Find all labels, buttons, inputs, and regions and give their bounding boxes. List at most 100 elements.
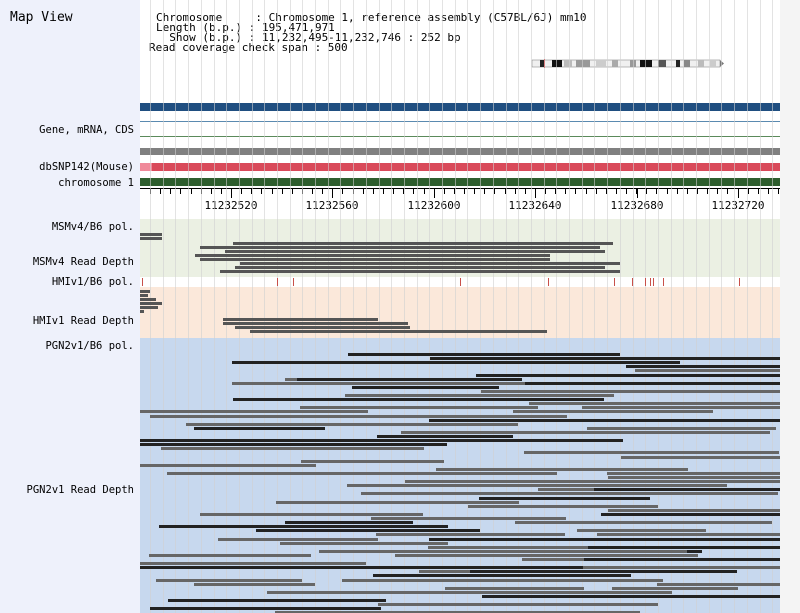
read-bar bbox=[513, 410, 713, 413]
axis-major-tick bbox=[434, 188, 435, 198]
chromosome-track-bar[interactable] bbox=[140, 178, 780, 186]
grid-line bbox=[239, 0, 240, 613]
polymorphism-mark bbox=[460, 278, 461, 286]
read-bar bbox=[297, 378, 522, 381]
read-bar bbox=[140, 439, 367, 442]
grid-line bbox=[302, 0, 303, 613]
grid-line bbox=[290, 0, 291, 613]
dbsnp-first-mark bbox=[140, 163, 152, 171]
grid-line bbox=[518, 0, 519, 613]
grid-line bbox=[264, 0, 265, 613]
axis-tick bbox=[454, 188, 455, 194]
grid-line bbox=[721, 0, 722, 613]
read-bar bbox=[411, 484, 727, 487]
read-bar bbox=[524, 451, 779, 454]
grid-line bbox=[544, 0, 545, 613]
grid-line bbox=[594, 0, 595, 613]
track-label-chromosome[interactable]: chromosome 1 bbox=[58, 177, 134, 189]
axis-tick bbox=[312, 188, 313, 194]
gene-track-bar[interactable] bbox=[140, 103, 780, 111]
grid-line bbox=[455, 0, 456, 613]
read-bar bbox=[607, 472, 780, 475]
axis-tick bbox=[494, 188, 495, 194]
gene-gray-bar bbox=[140, 148, 780, 155]
grid-line bbox=[214, 0, 215, 613]
read-bar bbox=[140, 562, 366, 565]
read-bar bbox=[414, 361, 680, 364]
hmi-depth-track[interactable] bbox=[140, 287, 780, 338]
read-bar bbox=[285, 521, 413, 524]
grid-line bbox=[277, 0, 278, 613]
axis-major-tick bbox=[637, 188, 638, 198]
grid-line bbox=[747, 0, 748, 613]
axis-tick bbox=[636, 188, 637, 194]
axis-tick bbox=[474, 188, 475, 194]
track-label-pgn-depth[interactable]: PGN2v1 Read Depth bbox=[26, 484, 134, 496]
axis-tick bbox=[748, 188, 749, 194]
grid-line bbox=[429, 0, 430, 613]
read-bar bbox=[371, 517, 566, 520]
track-label-pgn-pol[interactable]: PGN2v1/B6 pol. bbox=[45, 340, 134, 352]
read-bar bbox=[250, 330, 547, 333]
axis-tick bbox=[383, 188, 384, 194]
axis-tick bbox=[515, 188, 516, 194]
axis-tick bbox=[191, 188, 192, 194]
map-plot-area[interactable]: Chromosome : Chromosome 1, reference ass… bbox=[140, 0, 780, 613]
axis-tick bbox=[677, 188, 678, 194]
read-bar bbox=[642, 476, 780, 479]
grid-line bbox=[658, 0, 659, 613]
read-bar bbox=[275, 611, 640, 613]
grid-line bbox=[734, 0, 735, 613]
read-bar bbox=[194, 427, 325, 430]
axis-tick bbox=[464, 188, 465, 194]
axis-tick bbox=[160, 188, 161, 194]
axis-tick bbox=[687, 188, 688, 194]
read-bar bbox=[140, 302, 162, 305]
track-label-msm-depth[interactable]: MSMv4 Read Depth bbox=[32, 256, 134, 268]
axis-tick bbox=[424, 188, 425, 194]
grid-line bbox=[607, 0, 608, 613]
axis-tick bbox=[525, 188, 526, 194]
read-bar bbox=[657, 583, 780, 586]
axis-tick bbox=[646, 188, 647, 194]
grid-line bbox=[633, 0, 634, 613]
axis-tick bbox=[241, 188, 242, 194]
axis-tick bbox=[555, 188, 556, 194]
read-bar bbox=[256, 529, 480, 532]
read-bar bbox=[401, 431, 770, 434]
read-bar bbox=[652, 374, 780, 377]
track-label-msm-pol[interactable]: MSMv4/B6 pol. bbox=[51, 221, 134, 233]
read-bar bbox=[200, 513, 423, 516]
axis-major-tick bbox=[332, 188, 333, 198]
read-bar bbox=[233, 242, 613, 245]
right-scroll-margin bbox=[780, 0, 800, 613]
read-bar bbox=[525, 382, 780, 385]
track-label-gene[interactable]: Gene, mRNA, CDS bbox=[39, 124, 134, 136]
axis-tick-label: 11232520 bbox=[204, 199, 258, 212]
grid-line bbox=[620, 0, 621, 613]
read-bar bbox=[481, 390, 780, 393]
read-bar bbox=[200, 246, 600, 249]
grid-line bbox=[340, 0, 341, 613]
read-bar bbox=[370, 566, 583, 569]
axis-tick bbox=[505, 188, 506, 194]
axis-major-tick bbox=[535, 188, 536, 198]
axis-tick bbox=[211, 188, 212, 194]
track-label-dbsnp[interactable]: dbSNP142(Mouse) bbox=[39, 161, 134, 173]
dbsnp-track-bar[interactable] bbox=[140, 163, 780, 171]
track-label-hmi-pol[interactable]: HMIv1/B6 pol. bbox=[51, 276, 134, 288]
read-bar bbox=[479, 497, 650, 500]
read-bar bbox=[428, 546, 588, 549]
read-bar bbox=[482, 595, 780, 598]
grid-line bbox=[226, 0, 227, 613]
grid-line bbox=[163, 0, 164, 613]
read-bar bbox=[140, 294, 148, 297]
axis-tick bbox=[586, 188, 587, 194]
polymorphism-mark bbox=[293, 278, 294, 286]
polymorphism-mark bbox=[277, 278, 278, 286]
read-bar bbox=[468, 505, 658, 508]
grid-line bbox=[252, 0, 253, 613]
read-bar bbox=[429, 538, 780, 541]
track-label-hmi-depth[interactable]: HMIv1 Read Depth bbox=[32, 315, 134, 327]
read-bar bbox=[240, 262, 620, 265]
